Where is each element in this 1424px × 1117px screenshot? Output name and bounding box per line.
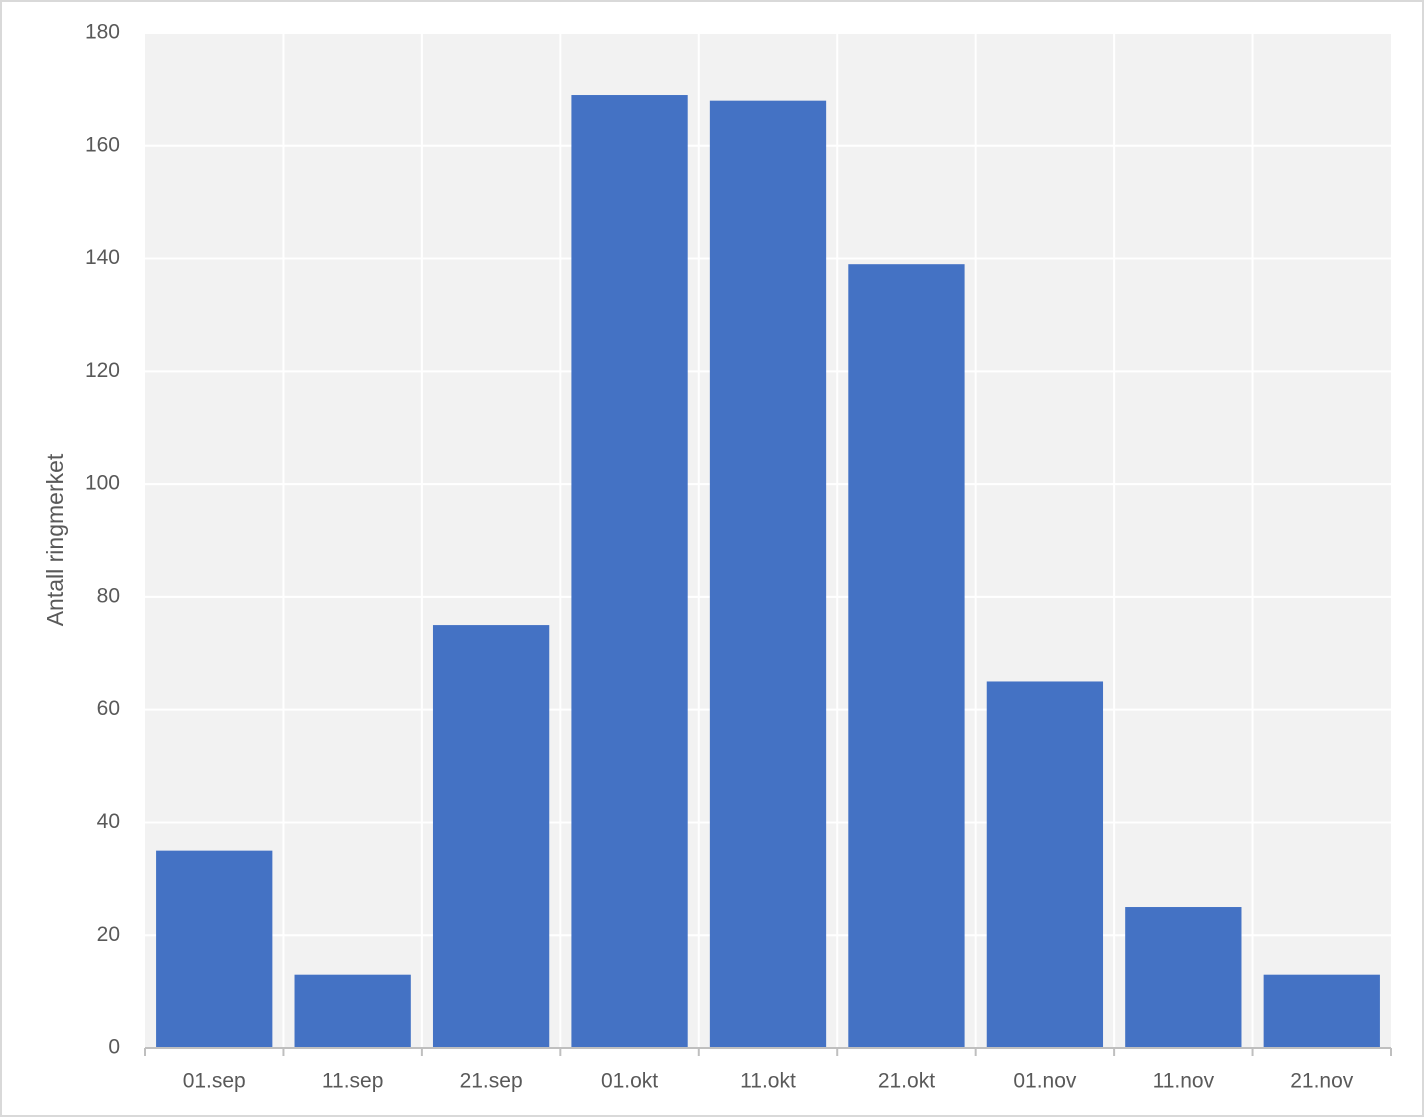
x-tick-label: 01.nov [1013,1070,1077,1093]
bar [156,850,273,1048]
bar [1125,907,1242,1048]
bar [986,681,1104,1048]
x-tick-label: 21.nov [1290,1070,1354,1093]
x-tick-label: 21.okt [878,1070,935,1093]
y-axis-title: Antall ringmerket [42,453,68,626]
x-tick-label: 11.sep [322,1070,384,1093]
bar [432,625,550,1048]
y-tick-label: 20 [97,923,120,946]
x-tick-label: 11.nov [1153,1070,1215,1093]
bar [848,264,965,1048]
x-tick-label: 01.okt [601,1070,658,1093]
x-tick-label: 01.sep [183,1070,246,1093]
y-tick-label: 80 [97,584,120,607]
y-tick-label: 60 [97,697,120,720]
y-tick-label: 140 [85,246,120,269]
y-tick-label: 0 [108,1036,120,1059]
y-tick-label: 100 [85,472,120,495]
y-tick-label: 180 [85,21,120,44]
x-tick-label: 21.sep [460,1070,523,1093]
x-tick-label: 11.okt [740,1070,796,1093]
y-tick-label: 120 [85,359,120,382]
y-tick-label: 40 [97,810,120,833]
y-tick-label: 160 [85,133,120,156]
bar [294,974,411,1048]
bar [1263,974,1380,1048]
bar [571,95,688,1049]
bar [709,100,827,1048]
